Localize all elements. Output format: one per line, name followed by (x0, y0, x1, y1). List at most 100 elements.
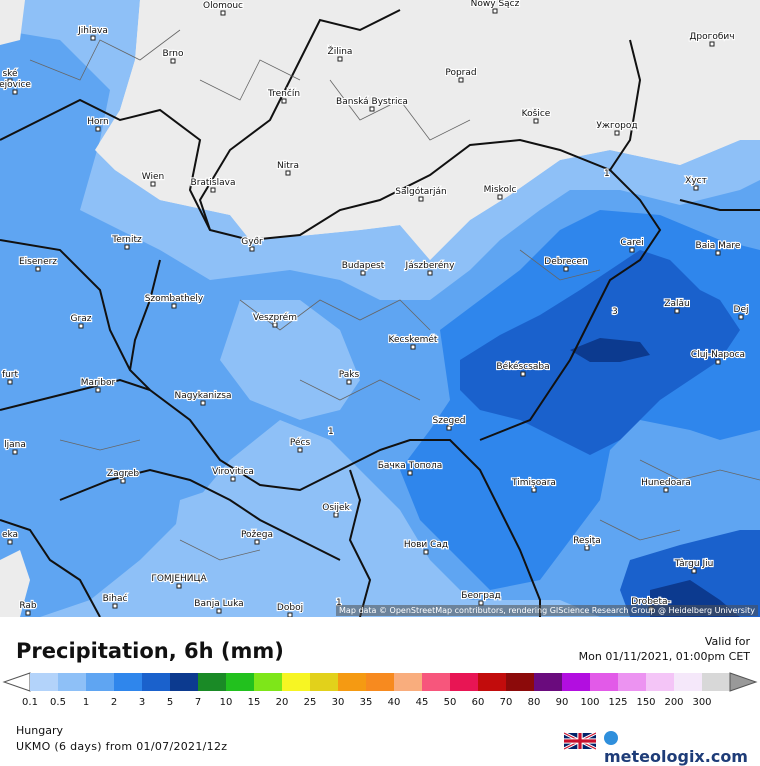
scale-swatch (142, 673, 170, 691)
brand-name: meteologix.com (604, 747, 748, 766)
city-marker (120, 478, 126, 484)
city-marker (200, 400, 206, 406)
scale-tick-label: 60 (471, 697, 485, 708)
scale-swatch (226, 673, 254, 691)
city-marker (150, 181, 156, 187)
city-marker (171, 303, 177, 309)
city-label: Хуст (685, 176, 707, 186)
city-labels: Olomouc Nowy Sącz Jihlava Дрогобич Brno Žilin… (0, 0, 750, 617)
city-label: Szombathely (145, 294, 204, 304)
city-marker (674, 308, 680, 314)
scale-swatch (590, 673, 618, 691)
scale-tick-label: 10 (219, 697, 233, 708)
city-marker (210, 187, 216, 193)
city-marker (281, 98, 287, 104)
city-marker (12, 449, 18, 455)
city-label: ljana (4, 440, 26, 450)
precipitation-map: 1 3 1 1 Olomouc Nowy Sącz Jihlava Дрогобич B… (0, 0, 760, 617)
contour-label: 1 (336, 598, 342, 608)
valid-label: Valid for (704, 635, 750, 648)
scale-tick-label: 25 (303, 697, 317, 708)
scale-tick-label: 50 (443, 697, 457, 708)
scale-swatch (702, 673, 730, 691)
city-marker (738, 314, 744, 320)
city-label: Baia Mare (696, 241, 741, 251)
scale-arrow-left (2, 672, 31, 692)
city-label: Budapest (342, 261, 385, 271)
scale-swatch (338, 673, 366, 691)
city-label: Žilina (328, 45, 353, 57)
scale-swatch (170, 673, 198, 691)
scale-tick-label: 3 (138, 697, 146, 708)
scale-swatch (674, 673, 702, 691)
city-label: Nowy Sącz (471, 0, 520, 9)
scale-tick-label: 2 (110, 697, 118, 708)
city-marker (709, 41, 715, 47)
city-marker (663, 487, 669, 493)
city-label: Zagreb (107, 469, 139, 479)
map-attribution: Map data © OpenStreetMap contributors, r… (336, 605, 758, 616)
scale-tick-label: 0.1 (22, 697, 38, 708)
city-label: Wien (142, 172, 164, 182)
city-label: Cluj-Napoca (691, 350, 745, 360)
city-marker (614, 130, 620, 136)
city-label: Poprad (445, 68, 476, 78)
city-label: ské (2, 68, 18, 79)
city-label: Kecskemét (389, 334, 438, 345)
scale-tick-label: 80 (527, 697, 541, 708)
city-marker (629, 247, 635, 253)
city-marker (360, 270, 366, 276)
city-marker (7, 379, 13, 385)
city-marker (12, 89, 18, 95)
city-label: ejovice (0, 80, 31, 90)
scale-tick-label: 200 (664, 697, 684, 708)
city-marker (410, 344, 416, 350)
uk-flag-icon[interactable] (564, 732, 596, 750)
city-marker (112, 603, 118, 609)
city-marker (563, 266, 569, 272)
city-marker (337, 56, 343, 62)
scale-swatch (254, 673, 282, 691)
city-marker (497, 194, 503, 200)
city-marker (715, 359, 721, 365)
city-label: Dej (734, 305, 749, 315)
precip-area-0.5b (170, 480, 350, 600)
brand-logo[interactable]: meteologix.com (604, 728, 760, 766)
city-label: Debrecen (544, 257, 587, 267)
scale-swatch (198, 673, 226, 691)
city-marker (584, 545, 590, 551)
contour-label: 1 (604, 169, 610, 179)
dry-area (95, 0, 760, 260)
city-marker (176, 583, 182, 589)
scale-swatch (366, 673, 394, 691)
city-label: Salgótarján (395, 186, 446, 197)
city-marker (230, 476, 236, 482)
city-label: Nitra (277, 161, 299, 171)
city-label: Békéscsaba (496, 361, 549, 372)
city-marker (418, 196, 424, 202)
city-label: Paks (339, 370, 360, 380)
city-marker (297, 447, 303, 453)
scale-swatch (450, 673, 478, 691)
scale-swatch (618, 673, 646, 691)
scale-arrow-right (729, 672, 758, 692)
city-marker (423, 549, 429, 555)
city-label: Košice (522, 108, 551, 119)
city-marker (693, 185, 699, 191)
city-marker (285, 170, 291, 176)
city-label: Banská Bystrica (336, 97, 408, 107)
map-canvas: 1 3 1 1 Olomouc Nowy Sącz Jihlava Дрогобич B… (0, 0, 760, 617)
city-label: Ternitz (111, 235, 142, 245)
scale-tick-label: 40 (387, 697, 401, 708)
city-label: Doboj (277, 603, 303, 613)
city-marker (346, 379, 352, 385)
country-borders (0, 9, 760, 617)
city-label: Rab (19, 601, 37, 611)
city-label: Нови Сад (404, 540, 448, 550)
region-name: Hungary (16, 724, 63, 737)
region-borders (29, 29, 760, 561)
city-label: Miskolc (484, 185, 517, 195)
city-label: Ужгород (596, 121, 637, 131)
city-label: Reșița (573, 536, 601, 546)
scale-tick-label: 20 (275, 697, 289, 708)
